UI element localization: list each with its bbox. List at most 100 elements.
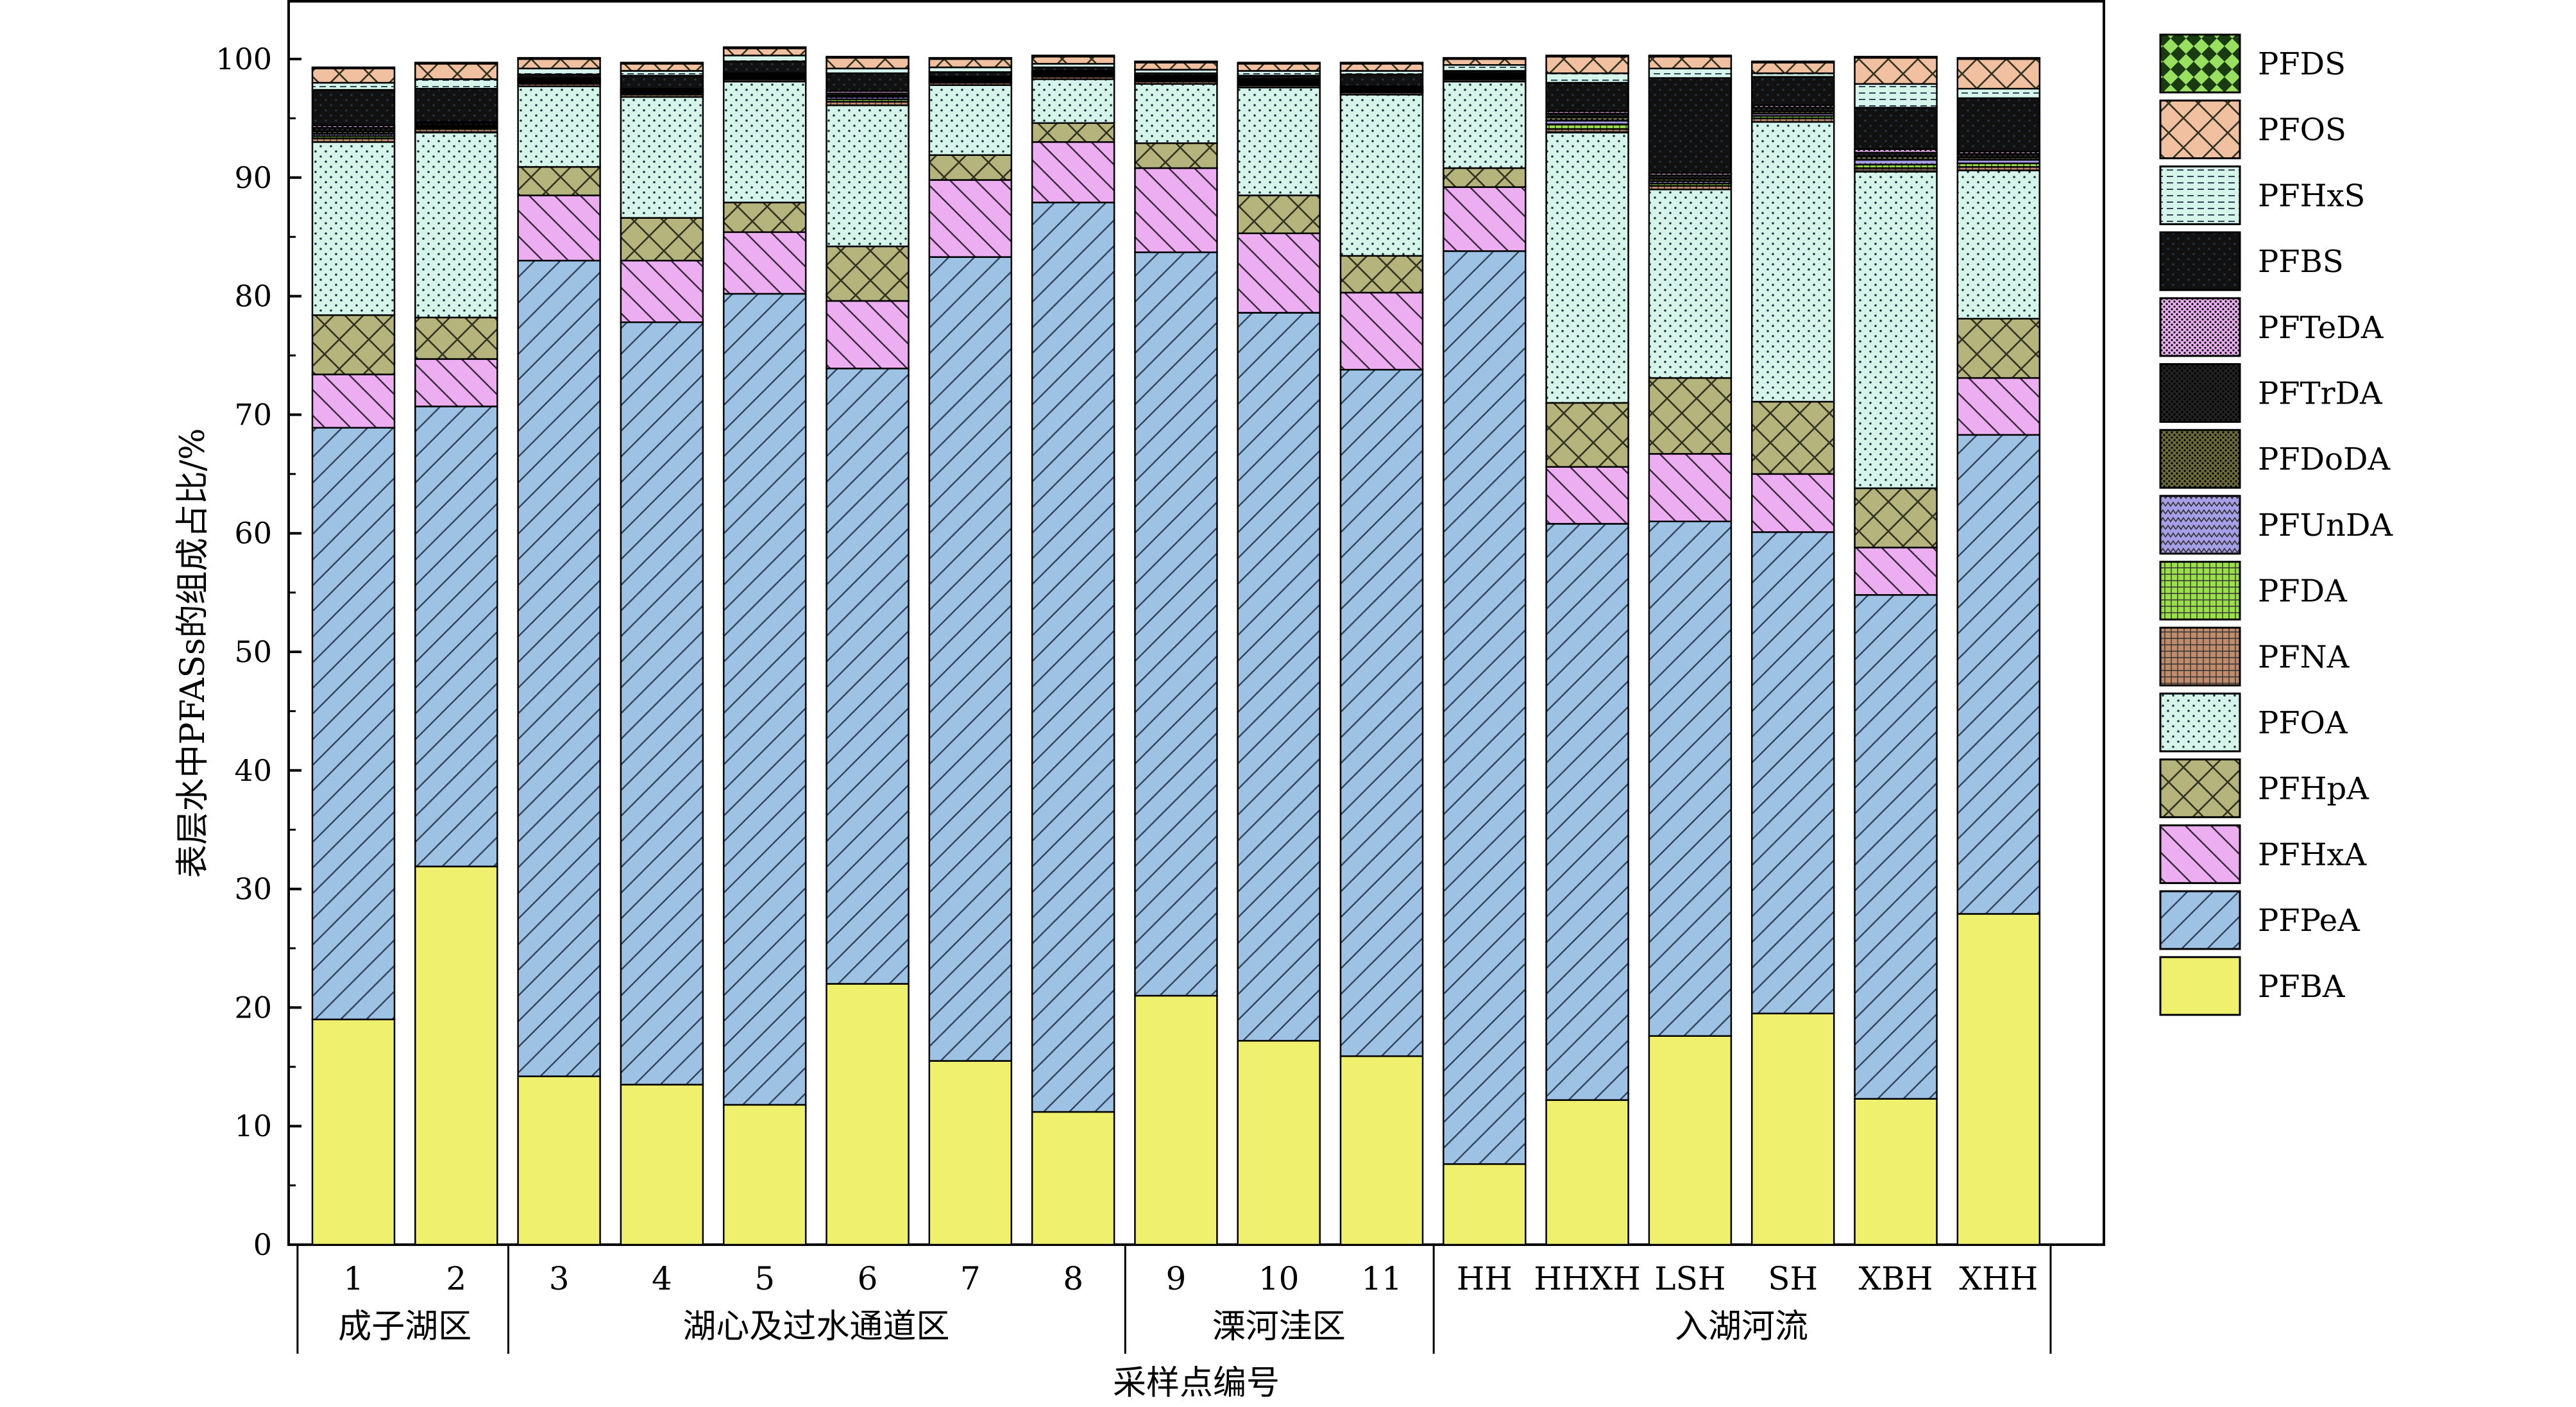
bar-outline-pfds-8 — [1031, 55, 1115, 58]
bar-pattern-pfhxs-11 — [1341, 71, 1423, 75]
bar-pattern-pfhxa-XBH — [1854, 547, 1937, 595]
bar-pattern-pfda-6 — [826, 99, 909, 102]
bar-outline-pfds-XHH — [1956, 56, 2041, 60]
bar-pattern-pfbs-10 — [1237, 75, 1320, 80]
bar-pfba-HHXH — [1546, 1100, 1629, 1245]
x-tick-label: 8 — [1063, 1260, 1083, 1297]
bar-pfba-11 — [1341, 1056, 1423, 1245]
bar-pattern-pfhxa-HH — [1443, 187, 1526, 252]
legend-item-pfna: PFNA — [2159, 626, 2350, 686]
bar-pattern-pfpea-HH — [1443, 251, 1526, 1164]
legend-label: PFDA — [2258, 574, 2348, 610]
bar-pfba-10 — [1237, 1041, 1320, 1245]
bar-pattern-pfhxs-HHXH — [1546, 73, 1629, 83]
bar-pattern-pfteda-6 — [826, 90, 909, 94]
bar-pattern-pfbs-SH — [1752, 76, 1835, 106]
bar-pattern-pfdoda-XBH — [1854, 156, 1937, 160]
bar-pattern-pfbs-6 — [826, 73, 909, 91]
bar-pattern-pfdoda-XHH — [1957, 157, 2040, 160]
legend-item-pfunda: PFUnDA — [2159, 495, 2393, 555]
bar-pattern-pfbs-HHXH — [1546, 82, 1629, 112]
bar-pattern-pfna-LSH — [1648, 185, 1731, 190]
y-tick-label: 100 — [216, 42, 272, 76]
bar-pattern-pfpea-XHH — [1957, 434, 2040, 914]
legend-swatch-pattern-pfbs — [2160, 232, 2240, 291]
y-tick-label: 30 — [234, 872, 272, 907]
bar-pattern-pfhxs-4 — [620, 71, 703, 76]
x-tick-label: 9 — [1165, 1260, 1186, 1297]
bar-pattern-pftrda-2 — [415, 123, 498, 126]
bar-pattern-pfbs-HH — [1443, 71, 1526, 74]
bar-pattern-pfoa-LSH — [1648, 189, 1731, 379]
legend-item-pfbs: PFBS — [2159, 231, 2344, 291]
bar-pfba-XHH — [1957, 914, 2040, 1245]
bar-pattern-pfos-11 — [1341, 64, 1423, 71]
bar-pattern-pfoa-HHXH — [1546, 132, 1629, 403]
bar-pattern-pfhxa-LSH — [1648, 454, 1731, 522]
bar-pattern-pfos-3 — [518, 59, 600, 69]
bar-pattern-pfda-XHH — [1957, 163, 2040, 167]
bar-pattern-pfhxs-XHH — [1957, 89, 2040, 98]
bar-pfba-8 — [1032, 1112, 1115, 1245]
legend-label: PFOS — [2258, 112, 2346, 148]
bar-pattern-pfteda-SH — [1752, 105, 1835, 108]
legend-label: PFBA — [2258, 969, 2346, 1005]
legend-swatch-pattern-pfoa — [2160, 694, 2240, 751]
legend-swatch-outline-pfos — [2159, 99, 2241, 160]
bar-pattern-pfpea-HHXH — [1546, 524, 1629, 1100]
bar-pattern-pfbs-5 — [724, 61, 806, 74]
legend-item-pfhpa: PFHpA — [2159, 758, 2369, 819]
bar-pattern-pfos-5 — [724, 48, 806, 56]
bar-stack-8 — [1031, 55, 1115, 1246]
bar-stack-LSH — [1648, 55, 1733, 1246]
bar-pattern-pfhpa-XBH — [1854, 488, 1937, 548]
bar-pattern-pfbs-4 — [620, 75, 703, 89]
bar-stack-6 — [826, 56, 910, 1246]
bar-pattern-pfunda-XHH — [1957, 160, 2040, 164]
bar-outline-pfds-HHXH — [1545, 55, 1629, 58]
bar-pfba-7 — [929, 1061, 1012, 1245]
group-label: 湖心及过水通道区 — [682, 1308, 949, 1346]
legend-swatch-pattern-pfna — [2160, 627, 2240, 686]
x-tick-label: 6 — [858, 1260, 878, 1297]
bar-pattern-pfdoda-HHXH — [1546, 117, 1629, 121]
bar-pattern-pftrda-SH — [1752, 107, 1835, 112]
y-tick-label: 90 — [234, 160, 272, 195]
bar-pattern-pfhxs-2 — [415, 79, 498, 89]
bar-pattern-pfoa-7 — [929, 85, 1012, 155]
x-tick-label: 3 — [549, 1260, 570, 1297]
y-tick-label: 40 — [234, 753, 272, 788]
bar-stack-3 — [517, 56, 601, 1246]
bar-pattern-pfpea-4 — [620, 322, 703, 1085]
bar-pattern-pfos-1 — [312, 68, 394, 83]
x-axis-title: 采样点编号 — [1113, 1364, 1280, 1403]
legend-swatch-pattern-pfdoda — [2160, 430, 2240, 488]
bar-pattern-pfhxs-10 — [1237, 71, 1320, 76]
bar-outline-pfds-7 — [928, 56, 1013, 60]
legend-label: PFTrDA — [2258, 376, 2383, 412]
bar-pattern-pftrda-LSH — [1648, 175, 1731, 179]
bar-pattern-pfna-3 — [518, 83, 600, 87]
bar-pattern-pfpea-8 — [1032, 202, 1115, 1113]
bar-pattern-pfhxa-9 — [1135, 168, 1217, 253]
bar-stack-HHXH — [1545, 55, 1629, 1246]
group-label: 成子湖区 — [338, 1308, 471, 1346]
x-tick-label: 5 — [754, 1260, 775, 1297]
y-axis: 0 10 20 30 40 50 60 70 80 90 100 — [216, 42, 301, 1262]
legend-label: PFOA — [2258, 705, 2348, 741]
bar-pattern-pfoa-XHH — [1957, 170, 2040, 319]
bar-pattern-pfpea-5 — [724, 293, 806, 1105]
bar-stack-7 — [928, 56, 1013, 1246]
bar-pattern-pfhpa-9 — [1135, 143, 1217, 169]
bar-pattern-pfhxs-7 — [929, 67, 1012, 72]
bar-stack-XHH — [1956, 56, 2041, 1246]
bar-pattern-pfteda-LSH — [1648, 173, 1731, 176]
bar-pattern-pfdoda-1 — [312, 131, 394, 134]
legend-swatch-pattern-pfhxs — [2160, 166, 2240, 225]
legend-swatch-outline-pfda — [2159, 561, 2241, 621]
bar-pattern-pfhpa-XHH — [1957, 318, 2040, 379]
legend-label: PFNA — [2258, 639, 2350, 675]
bar-pattern-pfbs-LSH — [1648, 78, 1731, 173]
legend-swatch-outline-pfbs — [2159, 231, 2241, 291]
bar-outline-pfds-SH — [1750, 60, 1835, 64]
